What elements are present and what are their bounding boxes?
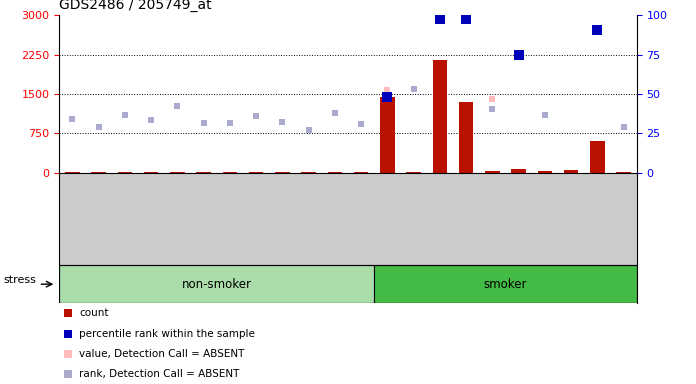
Bar bbox=[564, 170, 578, 173]
Bar bbox=[170, 172, 184, 173]
Bar bbox=[223, 172, 237, 173]
Bar bbox=[196, 172, 211, 173]
Text: value, Detection Call = ABSENT: value, Detection Call = ABSENT bbox=[79, 349, 245, 359]
Bar bbox=[249, 172, 263, 173]
Bar bbox=[301, 172, 316, 173]
Text: GDS2486 / 205749_at: GDS2486 / 205749_at bbox=[59, 0, 212, 12]
Bar bbox=[433, 60, 447, 173]
Bar bbox=[512, 169, 526, 173]
Bar bbox=[65, 172, 79, 173]
Bar bbox=[406, 172, 421, 173]
Text: percentile rank within the sample: percentile rank within the sample bbox=[79, 329, 255, 339]
Bar bbox=[118, 172, 132, 173]
Bar bbox=[328, 172, 342, 173]
Bar bbox=[459, 102, 473, 173]
Text: rank, Detection Call = ABSENT: rank, Detection Call = ABSENT bbox=[79, 369, 239, 379]
Bar bbox=[144, 172, 158, 173]
Bar bbox=[485, 171, 500, 173]
Bar bbox=[590, 141, 605, 173]
Bar bbox=[538, 171, 552, 173]
Text: stress: stress bbox=[3, 275, 35, 285]
Bar bbox=[354, 172, 368, 173]
Bar bbox=[275, 172, 290, 173]
Text: smoker: smoker bbox=[484, 278, 528, 291]
Text: non-smoker: non-smoker bbox=[182, 278, 252, 291]
Bar bbox=[374, 265, 637, 303]
Bar bbox=[617, 172, 631, 173]
Bar bbox=[380, 97, 395, 173]
Bar bbox=[91, 172, 106, 173]
Bar bbox=[59, 265, 374, 303]
Text: count: count bbox=[79, 308, 109, 318]
